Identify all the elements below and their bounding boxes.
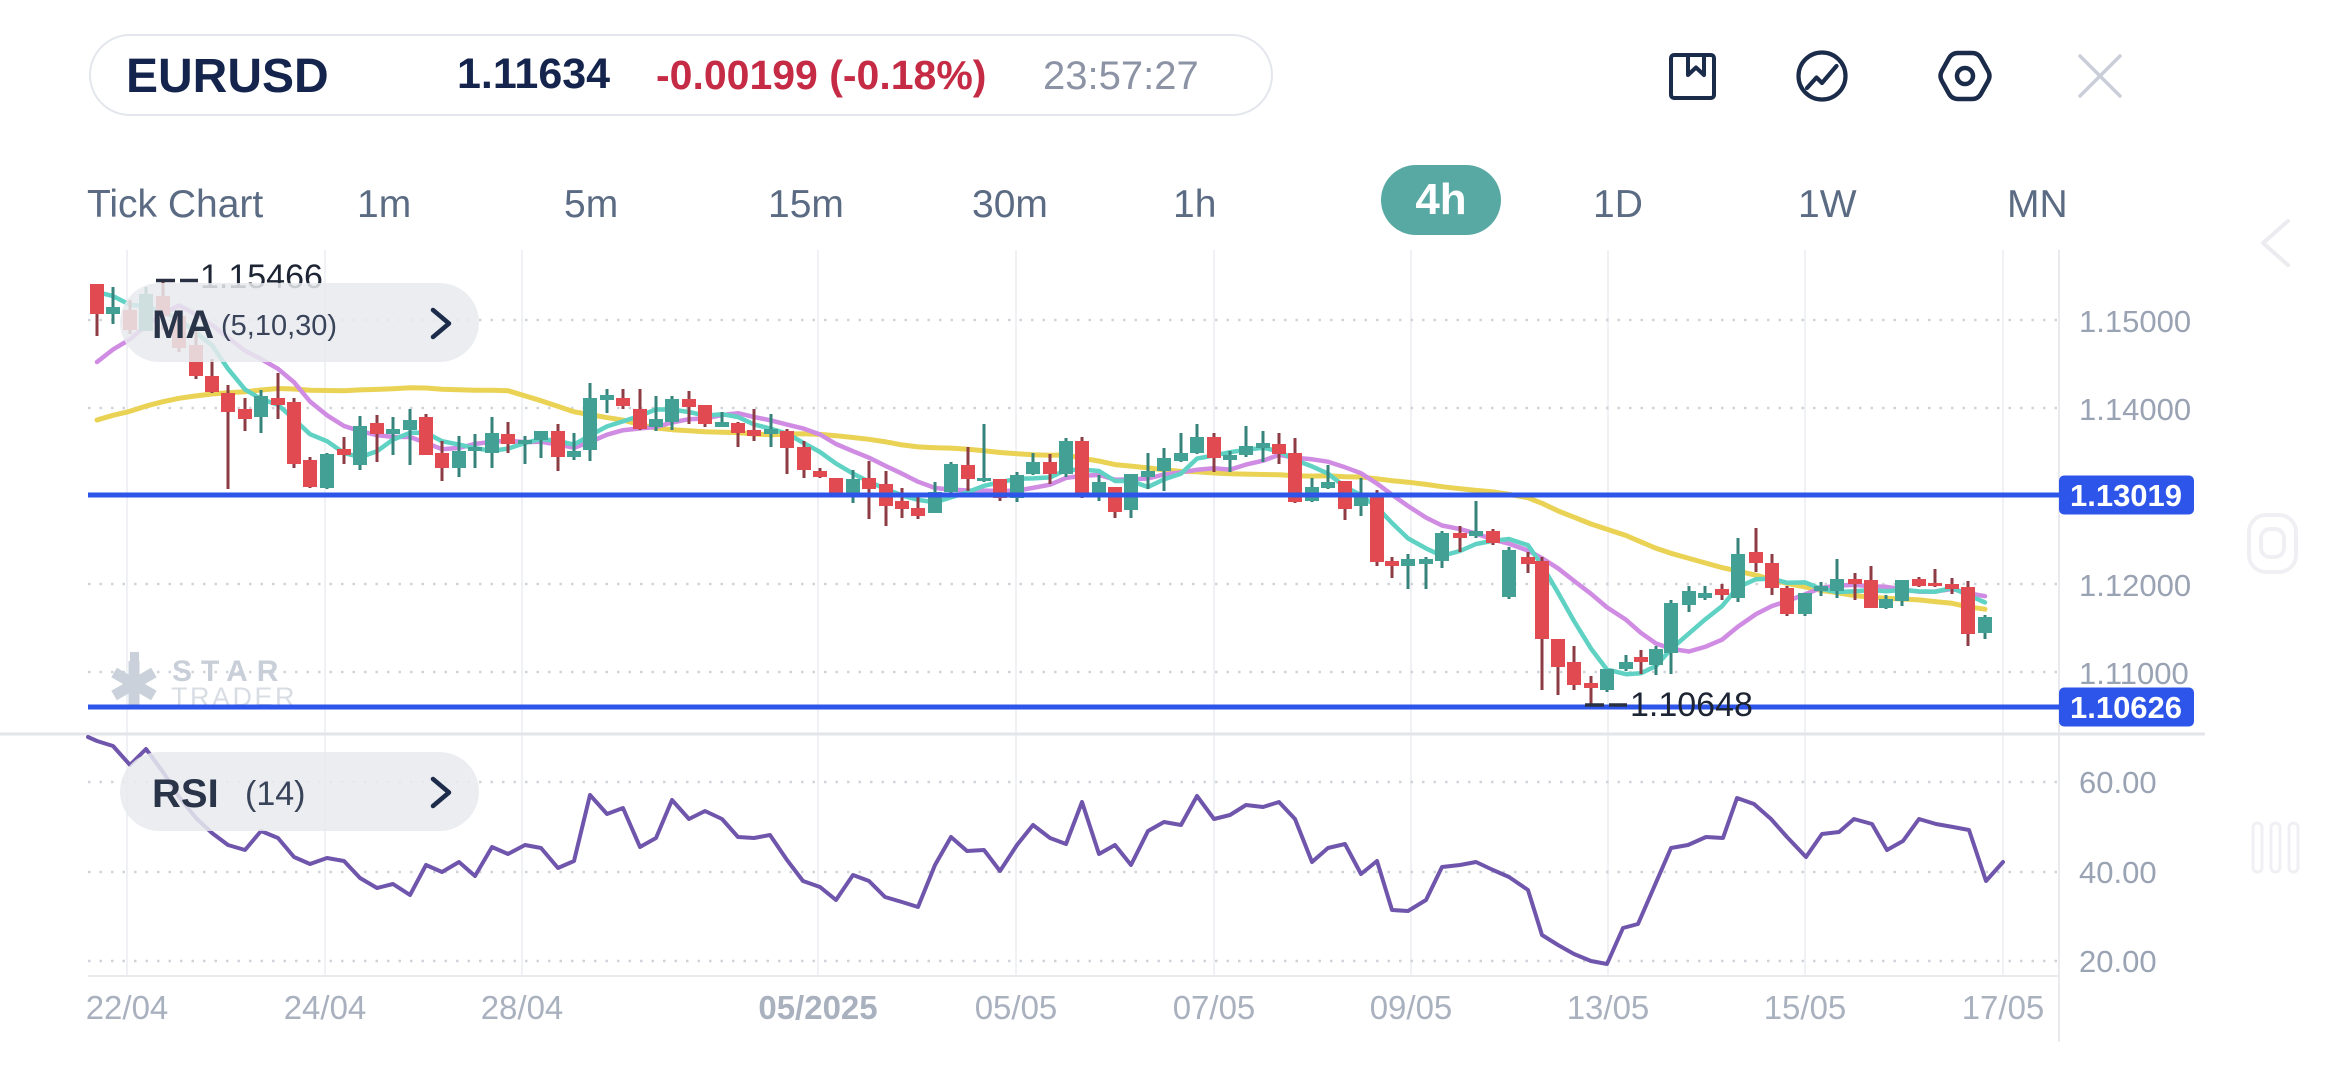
svg-text:05/05: 05/05: [975, 989, 1058, 1026]
svg-text:1.15000: 1.15000: [2079, 304, 2191, 339]
svg-text:05/2025: 05/2025: [758, 989, 877, 1026]
svg-text:(14): (14): [245, 775, 305, 813]
svg-text:17/05: 17/05: [1962, 989, 2045, 1026]
svg-text:09/05: 09/05: [1370, 989, 1453, 1026]
svg-text:1.10626: 1.10626: [2070, 690, 2182, 725]
svg-text:RSI: RSI: [152, 772, 219, 816]
svg-text:60.00: 60.00: [2079, 765, 2157, 800]
svg-text:1.12000: 1.12000: [2079, 568, 2191, 603]
svg-text:13/05: 13/05: [1567, 989, 1650, 1026]
svg-text:15/05: 15/05: [1764, 989, 1847, 1026]
svg-text:22/04: 22/04: [86, 989, 169, 1026]
svg-text:20.00: 20.00: [2079, 944, 2157, 979]
svg-text:MA: MA: [152, 303, 214, 347]
svg-text:1.10648: 1.10648: [1630, 686, 1753, 724]
svg-text:40.00: 40.00: [2079, 855, 2157, 890]
svg-text:1.11000: 1.11000: [2079, 656, 2189, 691]
svg-text:28/04: 28/04: [481, 989, 564, 1026]
svg-text:STAR: STAR: [172, 655, 287, 688]
svg-text:(5,10,30): (5,10,30): [221, 310, 337, 342]
svg-text:1.14000: 1.14000: [2079, 392, 2191, 427]
svg-text:1.13019: 1.13019: [2070, 478, 2182, 513]
svg-text:07/05: 07/05: [1173, 989, 1256, 1026]
svg-text:24/04: 24/04: [284, 989, 367, 1026]
